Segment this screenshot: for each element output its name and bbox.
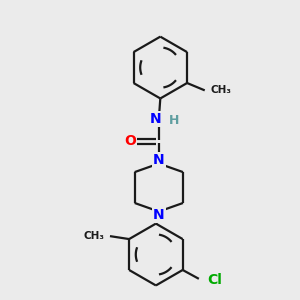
Text: H: H (169, 114, 179, 127)
Text: Cl: Cl (207, 273, 222, 287)
Text: CH₃: CH₃ (210, 85, 231, 95)
Text: N: N (149, 112, 161, 126)
Text: O: O (124, 134, 136, 148)
Text: CH₃: CH₃ (84, 231, 105, 241)
Text: N: N (153, 208, 165, 222)
Text: N: N (153, 153, 165, 167)
